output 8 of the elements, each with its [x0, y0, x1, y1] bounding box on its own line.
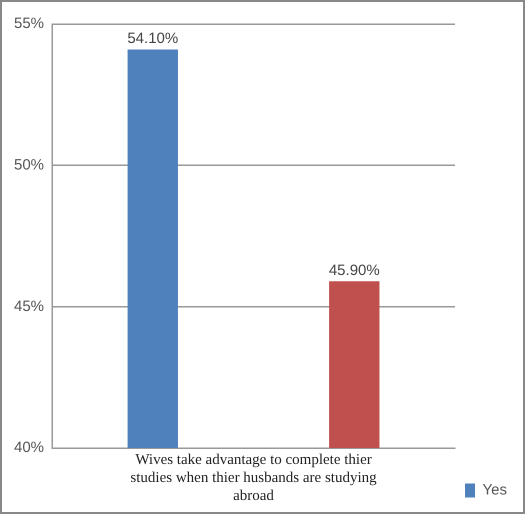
y-tick-label: 50% [14, 156, 44, 174]
data-label: 45.90% [328, 262, 380, 279]
y-tick-label: 45% [14, 298, 44, 315]
y-tick-label: 55% [14, 15, 44, 32]
data-label: 54.10% [127, 30, 178, 48]
legend-label: Yes [482, 482, 508, 499]
x-tick-label: Wives take advantage to complete thier studies when thier husbands are studying abroad [130, 452, 378, 504]
y-tick-label: 40% [14, 439, 44, 456]
